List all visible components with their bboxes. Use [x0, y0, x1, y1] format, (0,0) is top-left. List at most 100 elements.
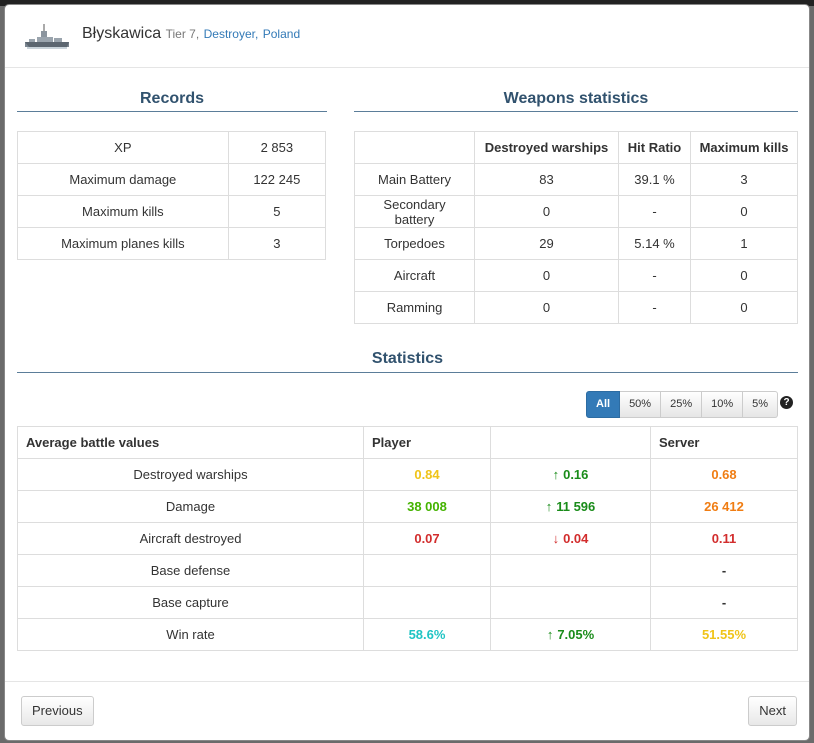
statistic-difference: ↑ 0.16	[490, 458, 651, 491]
weapons-cell-hit-ratio: 5.14 %	[618, 227, 691, 260]
weapons-cell-destroyed: 0	[474, 195, 619, 228]
weapons-cell-destroyed: 0	[474, 259, 619, 292]
statistic-label: Base defense	[17, 554, 364, 587]
statistic-server-value: 26 412	[650, 490, 798, 523]
header-server: Server	[650, 426, 798, 459]
weapons-row: Main Battery 83 39.1 % 3	[354, 163, 798, 196]
weapons-cell-max-kills: 0	[690, 195, 798, 228]
weapons-cell-hit-ratio: -	[618, 195, 691, 228]
statistic-difference: ↑ 11 596	[490, 490, 651, 523]
statistic-server-value: 51.55%	[650, 618, 798, 651]
record-value: 3	[227, 227, 327, 260]
weapons-cell-hit-ratio: 39.1 %	[618, 163, 691, 196]
statistic-difference-value: 0.04	[563, 531, 589, 546]
statistic-server-value: -	[650, 586, 798, 619]
weapons-cell-hit-ratio: -	[618, 291, 691, 324]
weapons-row: Secondary battery 0-0	[354, 195, 798, 228]
filter-all-button[interactable]: All	[586, 391, 621, 418]
arrow-up-icon: ↑	[546, 627, 554, 642]
record-label: Maximum damage	[17, 163, 229, 196]
arrow-down-icon: ↓	[552, 531, 560, 546]
ship-tier: Tier 7,	[165, 27, 200, 41]
header-average-battle-values: Average battle values	[17, 426, 364, 459]
statistic-player-value: 38 008	[363, 490, 491, 523]
statistic-label: Aircraft destroyed	[17, 522, 364, 555]
weapons-cell-hit-ratio: -	[618, 259, 691, 292]
weapons-column-header: Destroyed warships	[474, 131, 619, 164]
weapons-divider	[354, 111, 798, 112]
statistics-row: Win rate 58.6% ↑ 7.05% 51.55%	[17, 618, 798, 651]
weapons-cell-max-kills: 0	[690, 291, 798, 324]
weapons-row: Torpedoes 29 5.14 % 1	[354, 227, 798, 260]
statistics-title: Statistics	[371, 350, 444, 367]
statistic-label: Damage	[17, 490, 364, 523]
filter-10-percent-button[interactable]: 10%	[702, 391, 744, 418]
record-value: 5	[227, 195, 327, 228]
ship-name: Błyskawica	[82, 25, 162, 42]
statistics-divider	[17, 372, 798, 373]
records-divider	[17, 111, 327, 112]
statistic-label: Base capture	[17, 586, 364, 619]
weapons-cell-max-kills: 3	[690, 163, 798, 196]
statistic-difference: ↓ 0.04	[490, 522, 651, 555]
record-label: XP	[17, 131, 229, 164]
statistic-difference-value: 7.05%	[557, 627, 595, 642]
filter-5-percent-button[interactable]: 5%	[743, 391, 779, 418]
modal-footer: Previous Next	[5, 681, 809, 741]
statistics-header-row: Average battle values Player Server	[17, 426, 798, 459]
page-backdrop	[0, 0, 814, 6]
statistic-label: Win rate	[17, 618, 364, 651]
statistic-player-value: 0.84	[363, 458, 491, 491]
records-row: Maximum damage 122 245	[17, 163, 327, 196]
statistics-row: Base capture -	[17, 586, 798, 619]
arrow-up-icon: ↑	[552, 467, 560, 482]
weapons-header-row: Destroyed warships Hit Ratio Maximum kills	[354, 131, 798, 164]
weapons-cell-max-kills: 0	[690, 259, 798, 292]
ship-type-link[interactable]: Destroyer,	[203, 27, 259, 41]
weapons-cell-destroyed: 29	[474, 227, 619, 260]
weapons-cell-destroyed: 0	[474, 291, 619, 324]
statistic-label: Destroyed warships	[17, 458, 364, 491]
statistic-player-value	[363, 554, 491, 587]
weapons-cell-weapon: Torpedoes	[354, 227, 475, 260]
weapons-cell-weapon: Secondary battery	[354, 195, 475, 228]
ship-nation-link[interactable]: Poland	[262, 27, 301, 41]
destroyer-ship-icon	[25, 24, 69, 49]
record-value: 122 245	[227, 163, 327, 196]
percentile-filter-group: All 50% 25% 10% 5%	[586, 391, 779, 418]
weapons-row: Ramming 0-0	[354, 291, 798, 324]
statistics-row: Base defense -	[17, 554, 798, 587]
statistic-player-value: 58.6%	[363, 618, 491, 651]
record-label: Maximum kills	[17, 195, 229, 228]
weapons-cell-destroyed: 83	[474, 163, 619, 196]
statistic-player-value: 0.07	[363, 522, 491, 555]
weapons-title: Weapons statistics	[503, 90, 649, 107]
statistic-difference-value: 11 596	[556, 499, 596, 514]
previous-button[interactable]: Previous	[21, 696, 94, 726]
statistic-server-value: 0.68	[650, 458, 798, 491]
filter-50-percent-button[interactable]: 50%	[620, 391, 662, 418]
record-label: Maximum planes kills	[17, 227, 229, 260]
ship-title: Błyskawica Tier 7, Destroyer, Poland	[82, 25, 300, 43]
statistic-difference	[490, 586, 651, 619]
statistics-row: Aircraft destroyed 0.07 ↓ 0.04 0.11	[17, 522, 798, 555]
weapons-cell-weapon: Ramming	[354, 291, 475, 324]
ship-stats-modal: Błyskawica Tier 7, Destroyer, Poland Rec…	[4, 4, 810, 741]
weapons-cell-weapon: Aircraft	[354, 259, 475, 292]
statistics-row: Destroyed warships 0.84 ↑ 0.16 0.68	[17, 458, 798, 491]
next-button[interactable]: Next	[748, 696, 797, 726]
statistic-difference	[490, 554, 651, 587]
weapons-column-header: Maximum kills	[690, 131, 798, 164]
weapons-cell-max-kills: 1	[690, 227, 798, 260]
header-difference	[490, 426, 651, 459]
records-title: Records	[139, 90, 205, 107]
question-circle-icon[interactable]: ?	[780, 396, 793, 409]
statistics-row: Damage 38 008 ↑ 11 596 26 412	[17, 490, 798, 523]
filter-25-percent-button[interactable]: 25%	[661, 391, 703, 418]
records-row: Maximum planes kills 3	[17, 227, 327, 260]
modal-header: Błyskawica Tier 7, Destroyer, Poland	[5, 5, 809, 68]
statistics-table: Average battle values Player Server Dest…	[17, 426, 798, 651]
weapons-column-header	[354, 131, 475, 164]
weapons-table: Destroyed warships Hit Ratio Maximum kills…	[354, 131, 798, 324]
record-value: 2 853	[227, 131, 327, 164]
